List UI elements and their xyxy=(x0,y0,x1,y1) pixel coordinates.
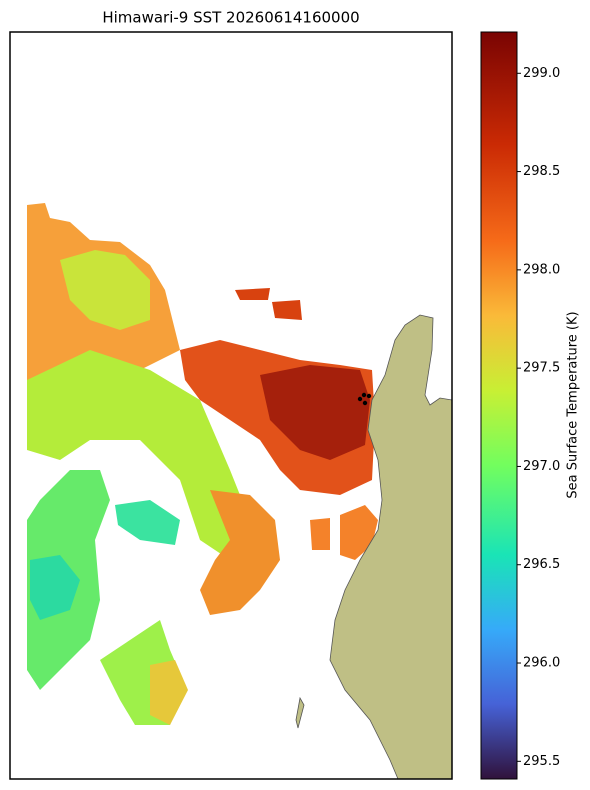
colorbar-tick-label: 296.5 xyxy=(523,557,560,572)
sst-patch xyxy=(115,500,180,545)
sst-patch xyxy=(60,250,150,330)
sst-patch xyxy=(200,490,280,615)
map-title: Himawari-9 SST 20260614160000 xyxy=(102,9,359,27)
sst-patch xyxy=(310,505,378,560)
map-area xyxy=(9,31,453,780)
sst-patch xyxy=(27,350,250,560)
island xyxy=(295,696,305,729)
colorbar-tick-label: 298.5 xyxy=(523,164,560,179)
sst-patch xyxy=(30,555,80,620)
sst-patch xyxy=(235,288,302,320)
colorbar-tick-label: 295.5 xyxy=(523,754,560,769)
sst-patch xyxy=(260,365,370,460)
colorbar-tick-label: 297.5 xyxy=(523,361,560,376)
colorbar-tick-label: 298.0 xyxy=(523,262,560,277)
colorbar xyxy=(480,31,518,780)
land xyxy=(329,314,453,780)
colorbar-label: Sea Surface Temperature (K) xyxy=(566,311,581,498)
colorbar-tick-label: 296.0 xyxy=(523,656,560,671)
sst-patch xyxy=(150,660,188,725)
colorbar-tick-label: 297.0 xyxy=(523,459,560,474)
station-markers xyxy=(357,392,372,406)
colorbar-ticks: 295.5 296.0 296.5 297.0 297.5 298.0 298.5 299.0 xyxy=(517,66,560,769)
colorbar-tick-label: 299.0 xyxy=(523,66,560,81)
